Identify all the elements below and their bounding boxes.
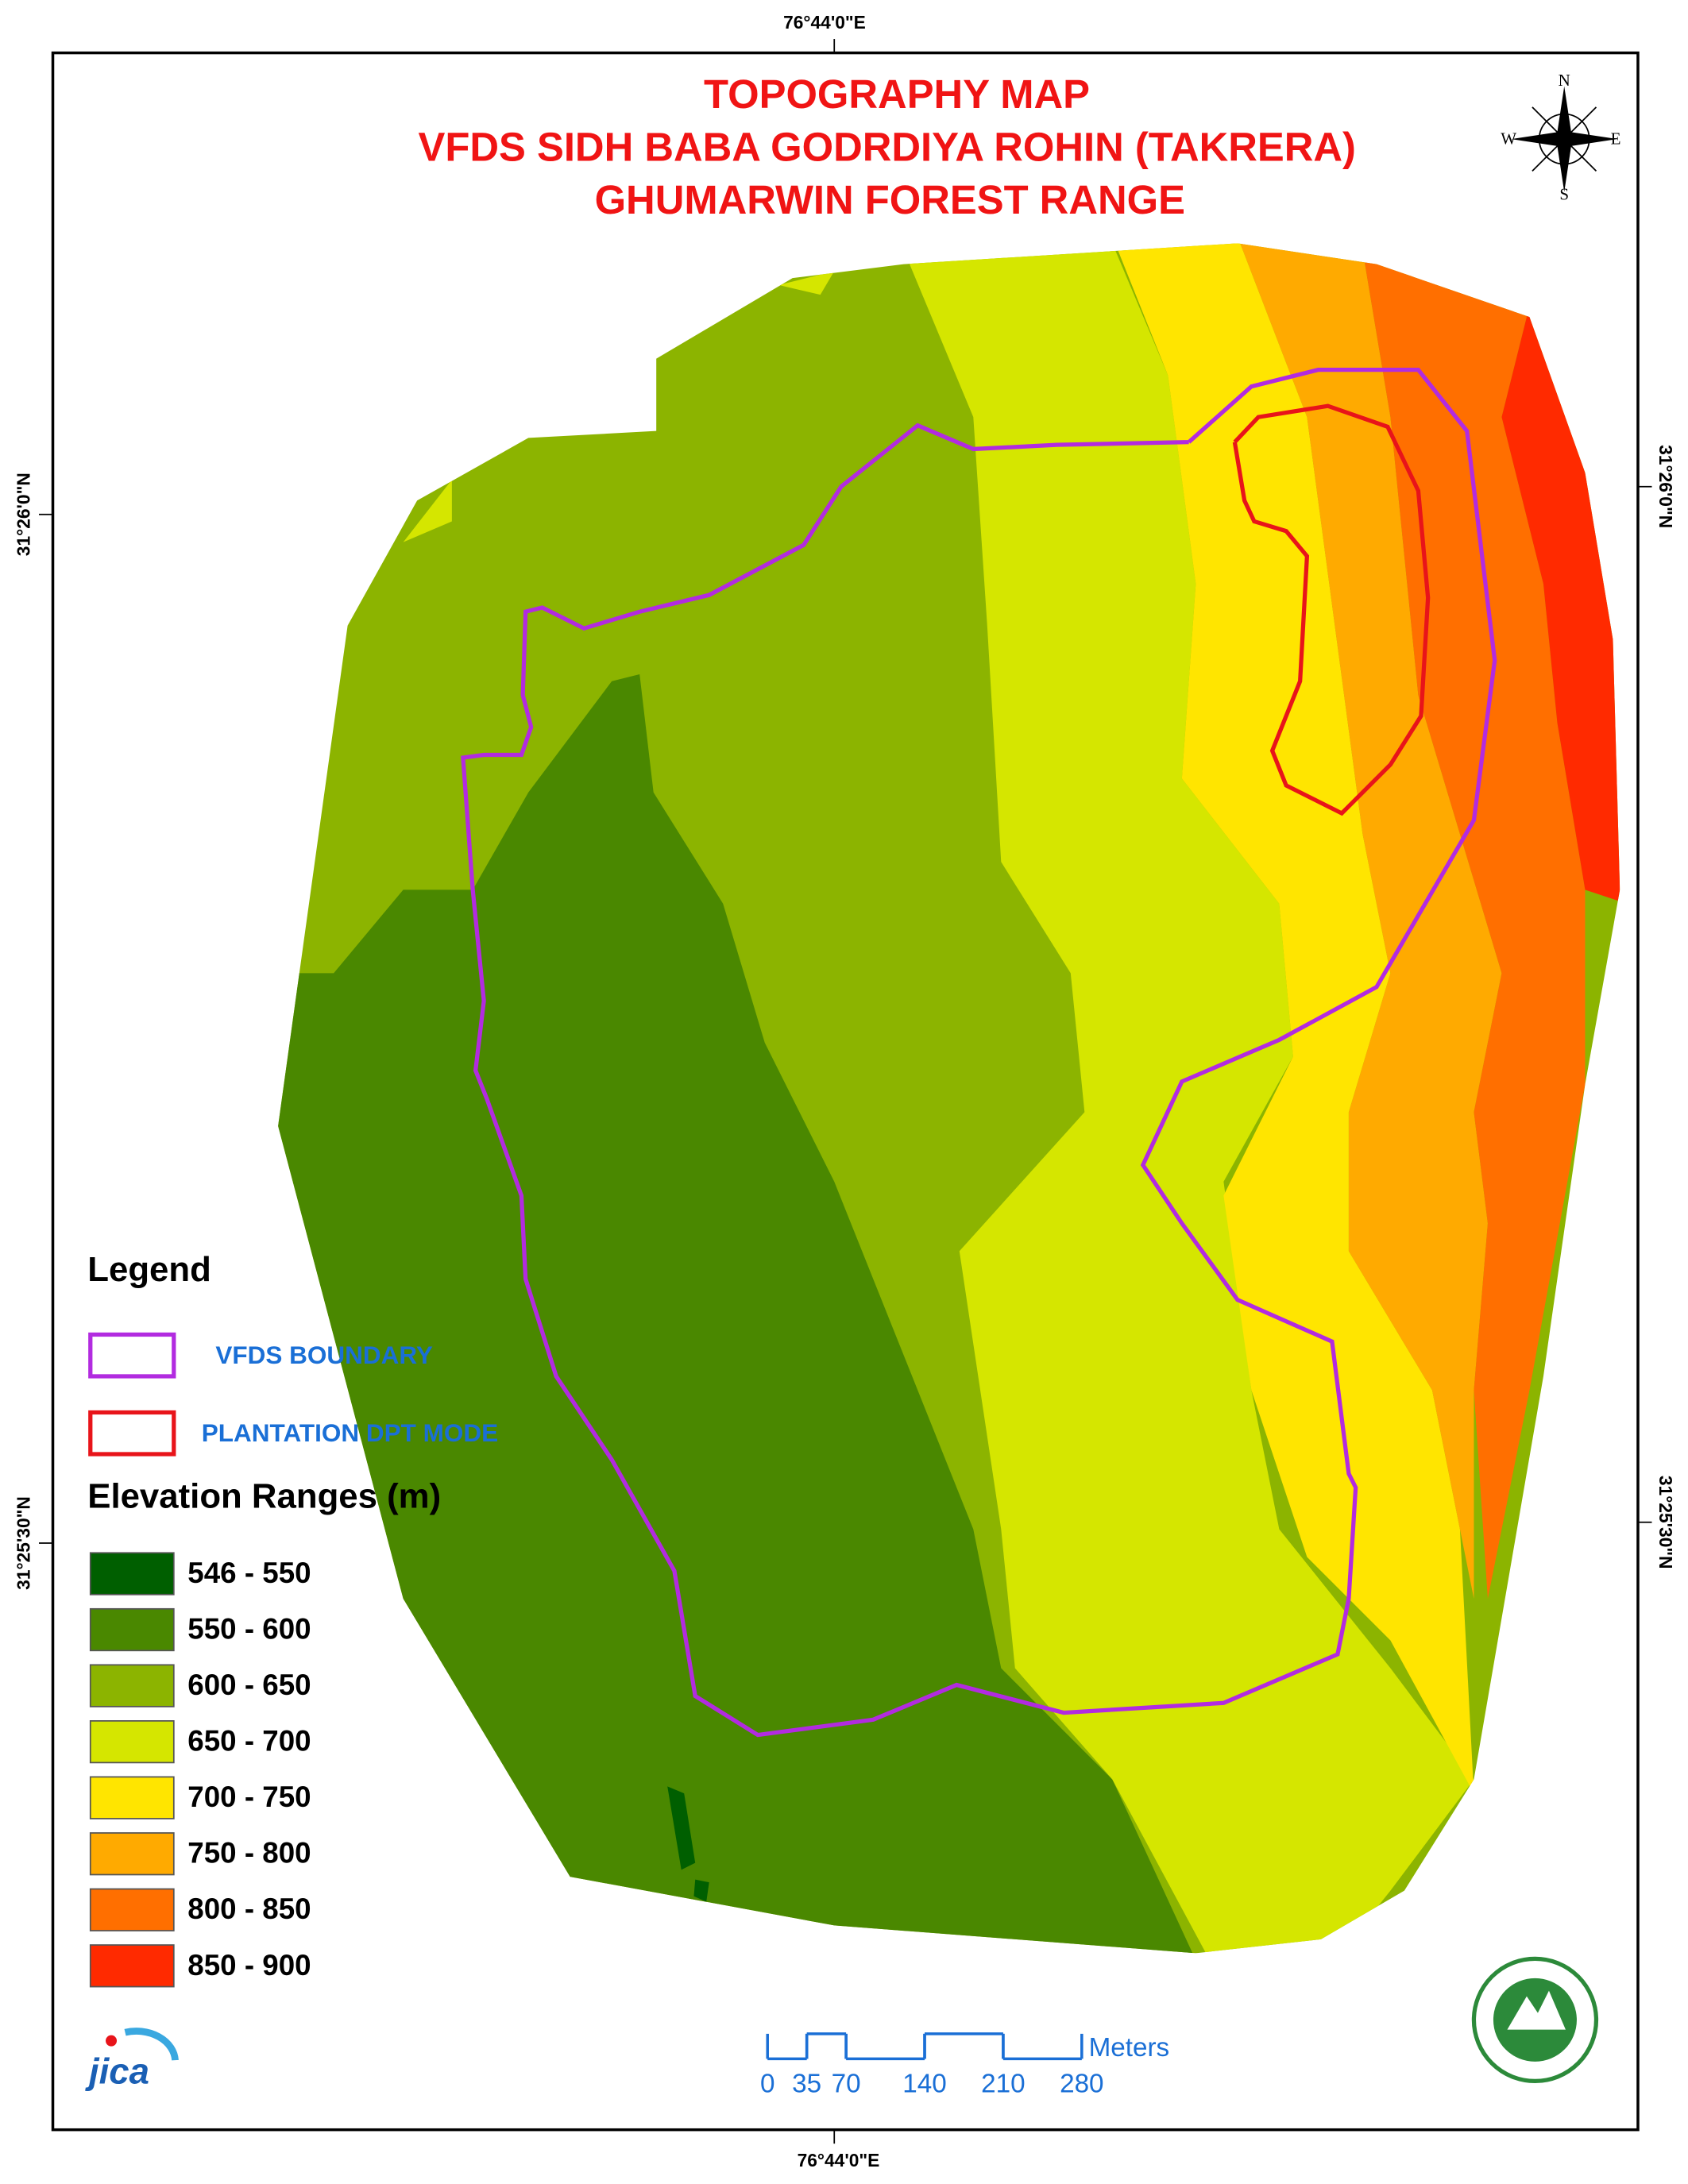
plantation-boundary bbox=[1232, 403, 1431, 816]
elevation-zone bbox=[403, 479, 452, 542]
compass-label: W bbox=[1501, 129, 1516, 149]
legend-label: PLANTATION DPT MODE bbox=[202, 1418, 498, 1447]
legend-swatch bbox=[89, 1607, 175, 1652]
scale-segment bbox=[1002, 2033, 1083, 2061]
compass-label: S bbox=[1559, 185, 1569, 204]
elevation-zone bbox=[278, 674, 1196, 1954]
legend-title: Legend bbox=[87, 1250, 211, 1289]
scale-unit: Meters bbox=[1089, 2033, 1170, 2062]
legend-swatch bbox=[88, 1332, 176, 1379]
elevation-zone bbox=[1237, 243, 1502, 1599]
graticule-label: 31°26'0"N bbox=[14, 473, 34, 556]
legend-subtitle: Elevation Ranges (m) bbox=[87, 1477, 441, 1516]
graticule-label: 76°44'0"E bbox=[798, 2150, 880, 2170]
graticule-label: 31°26'0"N bbox=[1655, 445, 1676, 528]
map-title: VFDS SIDH BABA GODRDIYA ROHIN (TAKRERA) bbox=[419, 125, 1356, 170]
scale-bar: 0 35 70 140 210 280 Meters bbox=[760, 2032, 1170, 2098]
elevation-zone bbox=[1501, 306, 1620, 904]
graticule-label: 31°25'30"N bbox=[1655, 1476, 1676, 1569]
compass-label: N bbox=[1559, 71, 1570, 90]
legend-swatch bbox=[89, 1944, 175, 1988]
legend-label: 600 - 650 bbox=[187, 1669, 311, 1701]
compass-label: E bbox=[1611, 129, 1621, 149]
legend-elevation: 546 - 550 550 - 600 600 - 650 650 - 700 700 … bbox=[89, 1552, 311, 1988]
legend-swatch bbox=[89, 1552, 175, 1596]
vfds-boundary bbox=[461, 368, 1497, 1738]
frame bbox=[51, 51, 1640, 2132]
scale-label: 0 bbox=[760, 2069, 775, 2098]
graticule-label: 31°25'30"N bbox=[14, 1496, 34, 1590]
elevation-zone bbox=[1112, 243, 1474, 1794]
elevation-surface bbox=[278, 243, 1620, 1954]
map-title: TOPOGRAPHY MAP bbox=[704, 71, 1090, 117]
scale-label: 35 bbox=[792, 2069, 821, 2098]
legend-swatch bbox=[89, 1776, 175, 1819]
legend-swatch bbox=[89, 1832, 175, 1876]
legend-label: 546 - 550 bbox=[187, 1557, 311, 1589]
legend-label: 750 - 800 bbox=[187, 1837, 311, 1870]
scale-segment bbox=[805, 2032, 848, 2059]
scale-segment bbox=[844, 2033, 926, 2061]
legend-boundaries: VFDS BOUNDARY PLANTATION DPT MODE bbox=[88, 1332, 498, 1457]
legend-swatch bbox=[89, 1720, 175, 1764]
scale-segment bbox=[923, 2032, 1005, 2059]
elevation-zone bbox=[667, 1786, 696, 1870]
legend-label: 550 - 600 bbox=[187, 1613, 311, 1646]
jica-logo: jica bbox=[85, 2028, 179, 2092]
elevation-zone bbox=[903, 243, 1474, 1954]
legend-swatch bbox=[88, 1410, 176, 1457]
graticule-label: 76°44'0"E bbox=[783, 12, 866, 33]
scale-label: 70 bbox=[832, 2069, 861, 2098]
scale-label: 210 bbox=[981, 2069, 1025, 2098]
elevation-zone bbox=[693, 1879, 709, 1902]
legend-label: 800 - 850 bbox=[187, 1893, 311, 1925]
legend-label: 650 - 700 bbox=[187, 1725, 311, 1758]
legend-swatch bbox=[89, 1664, 175, 1707]
legend-label: 700 - 750 bbox=[187, 1781, 311, 1813]
compass: N E S W bbox=[1501, 71, 1620, 204]
scale-segment bbox=[766, 2033, 809, 2061]
legend-swatch bbox=[89, 1888, 175, 1931]
legend-label: 850 - 900 bbox=[187, 1949, 311, 1981]
scale-label: 280 bbox=[1060, 2069, 1103, 2098]
elevation-zone bbox=[778, 271, 835, 295]
map-title: GHUMARWIN FOREST RANGE bbox=[595, 177, 1185, 222]
elevation-zone bbox=[1362, 250, 1586, 1599]
jica-text: jica bbox=[85, 2051, 149, 2092]
scale-label: 140 bbox=[902, 2069, 946, 2098]
forest-dept-logo bbox=[1471, 1956, 1599, 2084]
legend-label: VFDS BOUNDARY bbox=[215, 1341, 433, 1369]
